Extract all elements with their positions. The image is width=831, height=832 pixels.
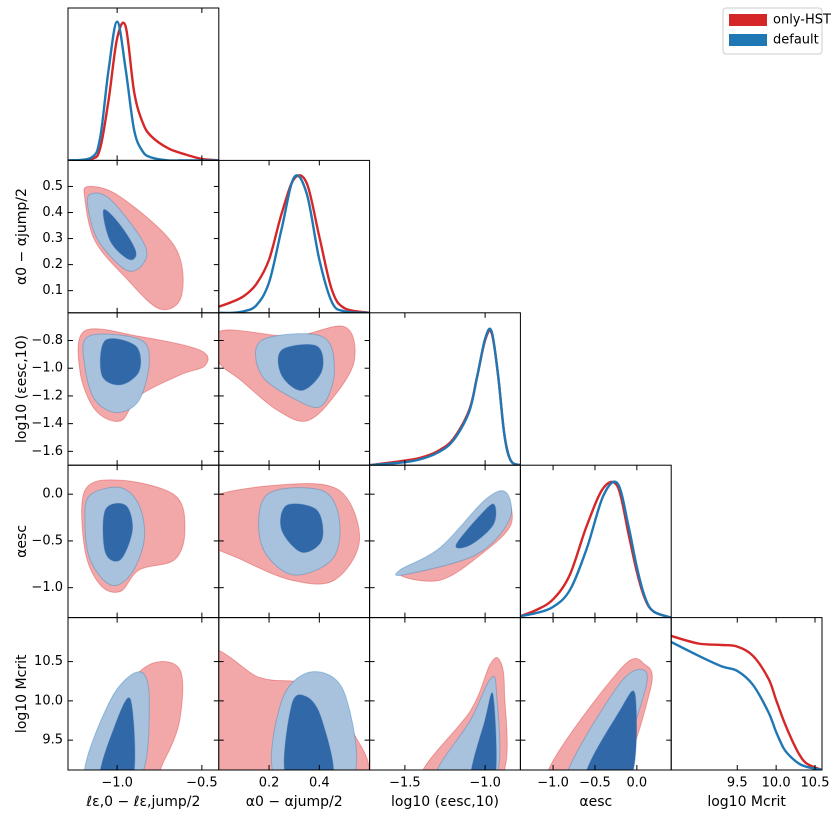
- y-tick-label: 10.0: [34, 693, 63, 708]
- x-tick-label: 10.0: [762, 776, 791, 791]
- legend-label: only-HST: [773, 13, 831, 28]
- x-tick-label: 0.0: [627, 776, 648, 791]
- x-axis-label: α0 − αjump/2: [246, 794, 343, 810]
- x-axis-label: αesc: [579, 794, 612, 810]
- density-line: [218, 174, 370, 313]
- contour: [470, 692, 497, 770]
- panel-frame: [670, 617, 823, 771]
- panel: [520, 480, 672, 618]
- y-tick-label: −1.0: [31, 361, 63, 376]
- density-line: [218, 174, 370, 313]
- y-tick-label: 0.4: [42, 205, 63, 220]
- x-axis-label: log10 Mcrit: [707, 794, 786, 810]
- y-tick-label: −1.4: [31, 416, 63, 431]
- legend-swatch: [729, 34, 767, 46]
- y-tick-label: −1.0: [31, 580, 63, 595]
- y-tick-label: 0.1: [42, 283, 63, 298]
- panel-frame: [67, 7, 220, 161]
- panel: [81, 479, 186, 593]
- x-tick-label: −1.0: [537, 776, 569, 791]
- panel-frame: [218, 159, 371, 314]
- panel: [68, 20, 219, 161]
- density-line: [68, 21, 219, 161]
- y-axis-label: log10 (εesc,10): [14, 335, 30, 443]
- contour: [586, 690, 638, 770]
- y-tick-label: 0.0: [42, 487, 63, 502]
- contour: [100, 697, 136, 770]
- panel: [547, 658, 653, 770]
- density-line: [520, 480, 672, 618]
- contour: [99, 338, 142, 386]
- density-line: [671, 634, 823, 770]
- x-axis-label: ℓε,0 − ℓε,jump/2: [85, 794, 200, 810]
- contour: [455, 503, 497, 549]
- x-tick-label: −1.5: [389, 776, 421, 791]
- x-axis-label: log10 (εesc,10): [391, 794, 499, 810]
- y-tick-label: 0.2: [42, 257, 63, 272]
- panel: [218, 483, 361, 585]
- x-tick-label: −0.5: [579, 776, 611, 791]
- y-tick-label: 0.5: [42, 179, 63, 194]
- panel: [83, 185, 184, 311]
- panel: [395, 490, 513, 582]
- contour: [567, 668, 648, 770]
- x-tick-label: 10.5: [801, 776, 830, 791]
- x-tick-label: 0.4: [309, 776, 330, 791]
- panel: [422, 656, 508, 770]
- y-axis-label: α0 − αjump/2: [14, 188, 30, 285]
- x-tick-label: −0.5: [186, 776, 218, 791]
- panel: [671, 634, 823, 770]
- x-tick-label: 0.2: [259, 776, 280, 791]
- y-tick-label: 9.5: [42, 733, 63, 748]
- contour: [395, 490, 512, 577]
- panel-frame: [519, 617, 672, 771]
- density-line: [671, 640, 823, 770]
- contour: [280, 503, 324, 553]
- y-axis-label: αesc: [14, 525, 30, 558]
- x-tick-label: −1.0: [101, 776, 133, 791]
- legend-swatch: [729, 14, 767, 26]
- y-axis-label: log10 Mcrit: [14, 654, 30, 733]
- contour: [283, 694, 334, 770]
- panel: [77, 328, 209, 422]
- x-tick-label: −1.0: [469, 776, 501, 791]
- panel: [218, 174, 370, 313]
- legend-label: default: [773, 33, 819, 48]
- panel: [218, 325, 356, 422]
- y-tick-label: −1.6: [31, 444, 63, 459]
- density-line: [369, 327, 521, 466]
- panel: [84, 661, 184, 770]
- panel: [218, 650, 370, 770]
- panel-frame: [369, 312, 521, 466]
- contour: [102, 502, 134, 562]
- x-tick-label: 9.5: [727, 776, 748, 791]
- panel: [369, 327, 521, 466]
- contour: [277, 344, 324, 391]
- density-line: [520, 480, 672, 618]
- panel-frame: [519, 464, 672, 619]
- y-tick-label: 10.5: [34, 654, 63, 669]
- y-tick-label: 0.3: [42, 231, 63, 246]
- y-tick-label: −0.5: [31, 533, 63, 548]
- density-line: [68, 20, 219, 161]
- contour: [102, 209, 137, 261]
- y-tick-label: −1.2: [31, 388, 63, 403]
- density-line: [369, 329, 521, 466]
- y-tick-label: −0.8: [31, 333, 63, 348]
